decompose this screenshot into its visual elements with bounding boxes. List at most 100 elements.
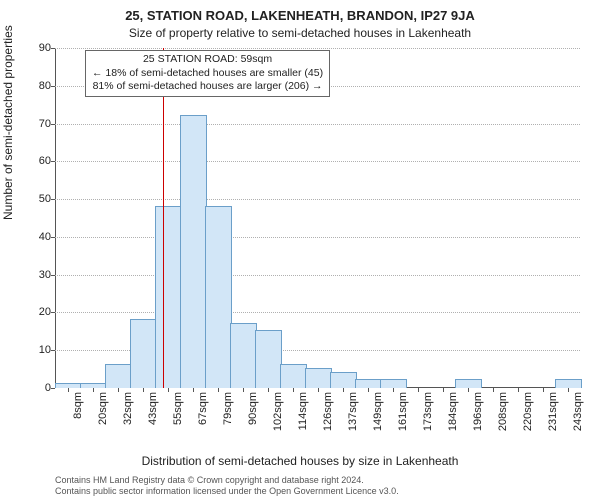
x-tick-mark <box>118 388 119 392</box>
x-tick-mark <box>268 388 269 392</box>
histogram-bar <box>205 206 232 388</box>
x-tick-label: 79sqm <box>222 392 234 425</box>
x-tick-label: 55sqm <box>172 392 184 425</box>
x-tick-label: 114sqm <box>297 392 309 430</box>
x-tick-label: 196sqm <box>472 392 484 431</box>
x-tick-mark <box>343 388 344 392</box>
grid-line <box>55 237 580 238</box>
x-tick-label: 20sqm <box>97 392 109 425</box>
x-tick-mark <box>493 388 494 392</box>
grid-line <box>55 312 580 313</box>
y-tick-label: 90 <box>25 42 51 54</box>
y-tick-mark <box>51 237 55 238</box>
x-tick-label: 220sqm <box>522 392 534 431</box>
y-axis-line <box>55 48 56 388</box>
y-tick-mark <box>51 48 55 49</box>
x-tick-label: 67sqm <box>197 392 209 425</box>
histogram-bar <box>180 115 207 388</box>
histogram-bar <box>330 372 357 388</box>
annotation-line: 25 STATION ROAD: 59sqm <box>92 53 323 67</box>
y-tick-mark <box>51 86 55 87</box>
histogram-bar <box>230 323 257 388</box>
histogram-bar <box>105 364 132 388</box>
histogram-bar <box>355 379 382 388</box>
y-tick-label: 50 <box>25 193 51 205</box>
x-tick-label: 161sqm <box>397 392 409 431</box>
y-tick-mark <box>51 388 55 389</box>
histogram-bar <box>130 319 157 388</box>
histogram-bar <box>55 383 82 388</box>
histogram-bar <box>555 379 582 388</box>
x-tick-mark <box>193 388 194 392</box>
y-tick-label: 60 <box>25 155 51 167</box>
x-tick-label: 208sqm <box>497 392 509 431</box>
grid-line <box>55 124 580 125</box>
x-tick-label: 102sqm <box>272 392 284 431</box>
chart-container: 25, STATION ROAD, LAKENHEATH, BRANDON, I… <box>0 0 600 500</box>
histogram-bar <box>455 379 482 388</box>
footer-line-2: Contains public sector information licen… <box>55 486 399 497</box>
grid-line <box>55 48 580 49</box>
y-tick-label: 80 <box>25 80 51 92</box>
x-tick-mark <box>418 388 419 392</box>
property-indicator-line <box>163 48 164 388</box>
histogram-bar <box>155 206 182 388</box>
x-tick-mark <box>243 388 244 392</box>
y-tick-label: 10 <box>25 344 51 356</box>
x-tick-mark <box>443 388 444 392</box>
plot-area: 01020304050607080908sqm20sqm32sqm43sqm55… <box>55 48 580 388</box>
x-tick-mark <box>68 388 69 392</box>
y-tick-label: 70 <box>25 118 51 130</box>
chart-title-sub: Size of property relative to semi-detach… <box>0 26 600 40</box>
grid-line <box>55 275 580 276</box>
x-tick-label: 149sqm <box>372 392 384 431</box>
grid-line <box>55 161 580 162</box>
y-tick-mark <box>51 124 55 125</box>
x-tick-label: 231sqm <box>547 392 559 431</box>
y-tick-mark <box>51 275 55 276</box>
annotation-box: 25 STATION ROAD: 59sqm← 18% of semi-deta… <box>85 50 330 97</box>
histogram-bar <box>255 330 282 388</box>
grid-line <box>55 199 580 200</box>
y-axis-label: Number of semi-detached properties <box>1 25 15 220</box>
x-tick-mark <box>318 388 319 392</box>
x-tick-mark <box>518 388 519 392</box>
histogram-bar <box>380 379 407 388</box>
annotation-line: ← 18% of semi-detached houses are smalle… <box>92 67 323 81</box>
x-tick-label: 8sqm <box>72 392 84 419</box>
x-tick-mark <box>393 388 394 392</box>
x-tick-mark <box>368 388 369 392</box>
x-tick-mark <box>543 388 544 392</box>
x-tick-mark <box>293 388 294 392</box>
histogram-bar <box>80 383 107 388</box>
y-tick-label: 20 <box>25 306 51 318</box>
x-tick-mark <box>168 388 169 392</box>
footer-attribution: Contains HM Land Registry data © Crown c… <box>55 475 399 498</box>
y-tick-mark <box>51 350 55 351</box>
y-tick-mark <box>51 199 55 200</box>
histogram-bar <box>280 364 307 388</box>
x-tick-mark <box>143 388 144 392</box>
x-tick-label: 243sqm <box>572 392 584 431</box>
x-tick-label: 126sqm <box>322 392 334 431</box>
y-tick-mark <box>51 161 55 162</box>
x-tick-label: 184sqm <box>447 392 459 431</box>
histogram-bar <box>305 368 332 388</box>
x-tick-mark <box>468 388 469 392</box>
footer-line-1: Contains HM Land Registry data © Crown c… <box>55 475 399 486</box>
x-tick-label: 137sqm <box>347 392 359 431</box>
x-tick-label: 32sqm <box>122 392 134 425</box>
x-tick-label: 43sqm <box>147 392 159 425</box>
x-tick-mark <box>93 388 94 392</box>
y-tick-label: 40 <box>25 231 51 243</box>
x-tick-mark <box>568 388 569 392</box>
y-tick-label: 30 <box>25 269 51 281</box>
x-tick-label: 90sqm <box>247 392 259 425</box>
chart-title-main: 25, STATION ROAD, LAKENHEATH, BRANDON, I… <box>0 8 600 23</box>
y-tick-label: 0 <box>25 382 51 394</box>
x-tick-label: 173sqm <box>422 392 434 431</box>
x-axis-label: Distribution of semi-detached houses by … <box>0 454 600 468</box>
x-tick-mark <box>218 388 219 392</box>
y-tick-mark <box>51 312 55 313</box>
annotation-line: 81% of semi-detached houses are larger (… <box>92 80 323 94</box>
